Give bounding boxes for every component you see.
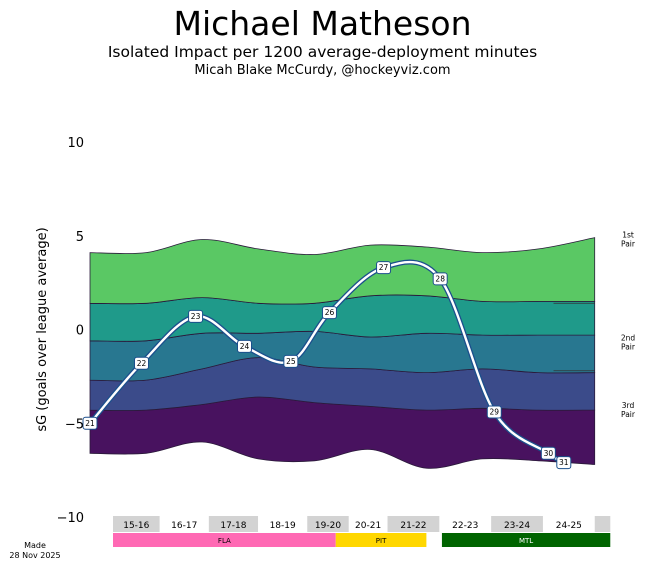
age-marker: 28: [432, 272, 448, 286]
season-label: 17-18: [220, 521, 246, 531]
season-label: 19-20: [315, 521, 341, 531]
season-cell-bg: [113, 516, 160, 532]
age-marker: 29: [486, 405, 502, 419]
age-marker-box: [376, 261, 392, 275]
chart-subtitle: Isolated Impact per 1200 average-deploym…: [107, 43, 538, 61]
y-tick-label: −5: [65, 417, 84, 432]
age-marker-box: [556, 456, 572, 470]
made-note: Made 28 Nov 2025: [6, 541, 64, 561]
age-marker-box: [82, 416, 98, 430]
pair-label-line2: Pair: [621, 240, 636, 249]
team-label: FLA: [218, 537, 231, 545]
age-marker-box: [321, 306, 337, 320]
band-layer: [89, 237, 596, 469]
age-marker-box: [540, 446, 556, 460]
pair-divider-layer: [553, 302, 595, 372]
age-marker: 30: [540, 446, 556, 460]
age-marker-box: [486, 405, 502, 419]
age-label: 28: [435, 274, 445, 283]
chart-title: Michael Matheson: [173, 4, 472, 43]
season-strip: 15-16 16-17 17-18 18-19 19-20 20-21 21-22 22-23…: [113, 516, 611, 532]
team-bar-mtl: [441, 533, 611, 547]
chart-author: Micah Blake McCurdy, @hockeyviz.com: [194, 63, 451, 78]
y-tick-label: 10: [67, 136, 84, 151]
age-marker: 22: [134, 356, 149, 370]
team-label: MTL: [519, 537, 533, 545]
season-label: 15-16: [123, 521, 149, 531]
y-axis-title: sG (goals over league average): [35, 227, 50, 431]
age-label: 22: [137, 359, 147, 368]
age-label: 29: [490, 408, 500, 417]
age-label: 23: [191, 312, 201, 321]
season-label: 16-17: [171, 521, 197, 531]
age-marker: 24: [237, 339, 252, 353]
season-cell-bg: [387, 516, 440, 532]
age-label: 25: [286, 357, 296, 366]
age-marker-box: [188, 309, 204, 323]
team-label: PIT: [376, 537, 387, 545]
age-marker: 21: [82, 416, 98, 430]
age-label: 30: [544, 449, 554, 458]
age-marker: 31: [556, 456, 572, 470]
age-label: 26: [325, 308, 335, 317]
made-date: 28 Nov 2025: [9, 551, 61, 560]
pair-label-line1: 1st: [622, 231, 634, 240]
season-cell-bg: [208, 516, 259, 532]
band-area-5: [89, 237, 596, 305]
season-label: 24-25: [556, 521, 582, 531]
season-cell-bg: [307, 516, 349, 532]
season-label: 21-22: [400, 521, 426, 531]
pair-label-line1: 3rd: [622, 401, 635, 410]
season-label: 18-19: [270, 521, 296, 531]
y-tick-label: 5: [76, 230, 84, 245]
team-bar-fla: [113, 533, 336, 547]
season-label: 20-21: [355, 521, 381, 531]
age-marker: 26: [321, 306, 337, 320]
pair-label-line1: 2nd: [621, 334, 636, 343]
team-strip: FLA PIT MTL: [113, 533, 611, 547]
made-label: Made: [24, 541, 46, 550]
pair-label-line2: Pair: [621, 343, 636, 352]
age-marker-box: [432, 272, 448, 286]
age-marker-box: [283, 354, 299, 368]
pair-label-line2: Pair: [621, 410, 636, 419]
y-axis: 10 5 0 −5 −10 sG (goals over league average): [35, 136, 84, 526]
team-bar-pit: [335, 533, 427, 547]
age-label: 21: [85, 419, 95, 428]
y-tick-label: 0: [76, 324, 84, 339]
season-cell-bg: [594, 516, 611, 532]
y-tick-label: −10: [57, 511, 84, 526]
age-label: 27: [379, 263, 389, 272]
age-marker-box: [237, 339, 252, 353]
age-marker: 27: [376, 261, 392, 275]
age-marker: 23: [188, 309, 204, 323]
season-cell-bg: [491, 516, 543, 532]
age-marker: 25: [283, 354, 299, 368]
age-marker-box: [134, 356, 149, 370]
age-label: 31: [559, 458, 569, 467]
age-label: 24: [240, 342, 250, 351]
season-label: 23-24: [504, 521, 530, 531]
age-line-layer: 21 22 23 24 25 26 27 28 29 30 31: [82, 259, 572, 470]
season-label: 22-23: [452, 521, 478, 531]
